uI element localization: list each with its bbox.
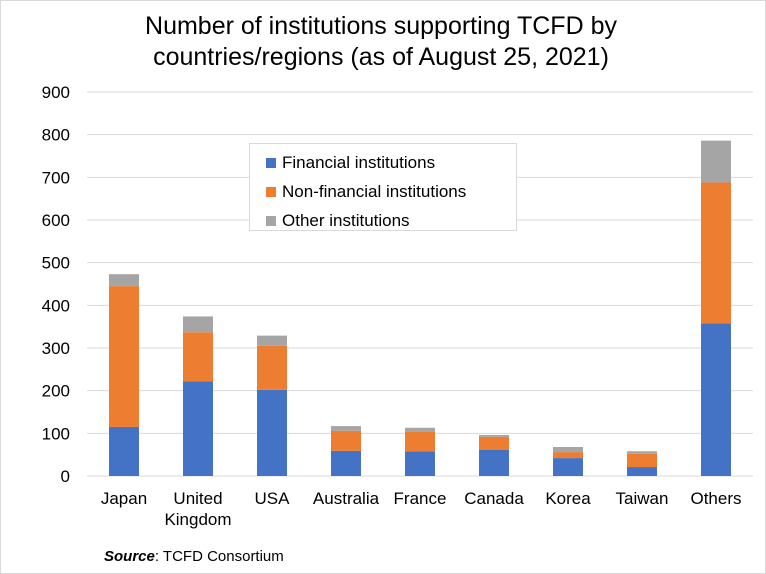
x-tick-label: Others <box>690 489 741 508</box>
x-axis-tick-labels: Japan United Kingdom USA Australia France Cana… <box>101 489 742 529</box>
bar-segment-financial-taiwan <box>627 467 657 476</box>
chart-title-line-2: countries/regions (as of August 25, 2021… <box>153 43 609 71</box>
y-tick-label: 100 <box>42 424 70 443</box>
bar-segment-other-usa <box>257 335 287 346</box>
legend-item-other: Other institutions <box>266 206 516 235</box>
x-tick-label: Taiwan <box>616 489 669 508</box>
bar-segment-other-korea <box>553 446 583 453</box>
y-tick-label: 500 <box>42 254 70 273</box>
x-tick-label: USA <box>255 489 291 508</box>
legend-swatch-other <box>266 215 276 226</box>
x-tick-label: Australia <box>313 489 380 508</box>
legend-swatch-non-financial <box>266 186 276 197</box>
bar-segment-non-financial-france <box>405 431 435 452</box>
chart-title-line-1: Number of institutions supporting TCFD b… <box>145 12 617 40</box>
legend: Financial institutions Non-financial ins… <box>249 143 517 231</box>
y-tick-label: 200 <box>42 382 70 401</box>
bar-segment-financial-france <box>405 451 435 476</box>
bar-segment-non-financial-taiwan <box>627 453 657 468</box>
bar-segment-other-others <box>701 140 731 183</box>
bar-segment-financial-others <box>701 323 731 476</box>
bar-segment-other-united-kingdom <box>183 316 213 333</box>
bar-segment-financial-australia <box>331 450 361 476</box>
x-tick-label: United Kingdom <box>164 489 231 529</box>
bar-segment-other-australia <box>331 426 361 431</box>
x-tick-label: Japan <box>101 489 147 508</box>
bar-segment-financial-united-kingdom <box>183 381 213 476</box>
y-tick-label: 0 <box>61 467 70 486</box>
bars <box>109 140 731 476</box>
legend-item-financial: Financial institutions <box>266 148 516 177</box>
x-tick-label: France <box>394 489 447 508</box>
y-axis-tick-labels: 0 100 200 300 400 500 600 700 800 900 <box>42 83 70 486</box>
legend-label-financial: Financial institutions <box>282 152 436 172</box>
bar-segment-other-japan <box>109 274 139 287</box>
y-tick-label: 600 <box>42 211 70 230</box>
legend-swatch-financial <box>266 157 276 168</box>
bar-segment-financial-canada <box>479 449 509 476</box>
legend-label-other: Other institutions <box>282 210 410 230</box>
bar-segment-non-financial-japan <box>109 286 139 427</box>
bar-segment-other-france <box>405 427 435 432</box>
x-tick-label: Korea <box>545 489 591 508</box>
legend-label-non-financial: Non-financial institutions <box>282 181 467 201</box>
source-note: Source: TCFD Consortium <box>104 548 284 565</box>
y-tick-label: 800 <box>42 126 70 145</box>
x-tick-label: Canada <box>464 489 524 508</box>
bar-segment-financial-japan <box>109 426 139 476</box>
bar-segment-other-taiwan <box>627 451 657 454</box>
bar-segment-other-canada <box>479 435 509 437</box>
y-tick-label: 900 <box>42 83 70 102</box>
bar-segment-non-financial-korea <box>553 452 583 459</box>
y-tick-label: 400 <box>42 296 70 315</box>
y-tick-label: 300 <box>42 339 70 358</box>
legend-item-non-financial: Non-financial institutions <box>266 177 516 206</box>
bar-segment-financial-usa <box>257 389 287 476</box>
y-tick-label: 700 <box>42 168 70 187</box>
source-text: : TCFD Consortium <box>154 548 284 565</box>
bar-segment-non-financial-usa <box>257 345 287 390</box>
bar-segment-non-financial-others <box>701 182 731 324</box>
bar-segment-non-financial-canada <box>479 436 509 450</box>
bar-segment-financial-korea <box>553 458 583 476</box>
source-label: Source <box>104 548 155 565</box>
bar-segment-non-financial-australia <box>331 430 361 451</box>
chart-title: Number of institutions supporting TCFD b… <box>61 11 701 73</box>
bar-segment-non-financial-united-kingdom <box>183 332 213 382</box>
